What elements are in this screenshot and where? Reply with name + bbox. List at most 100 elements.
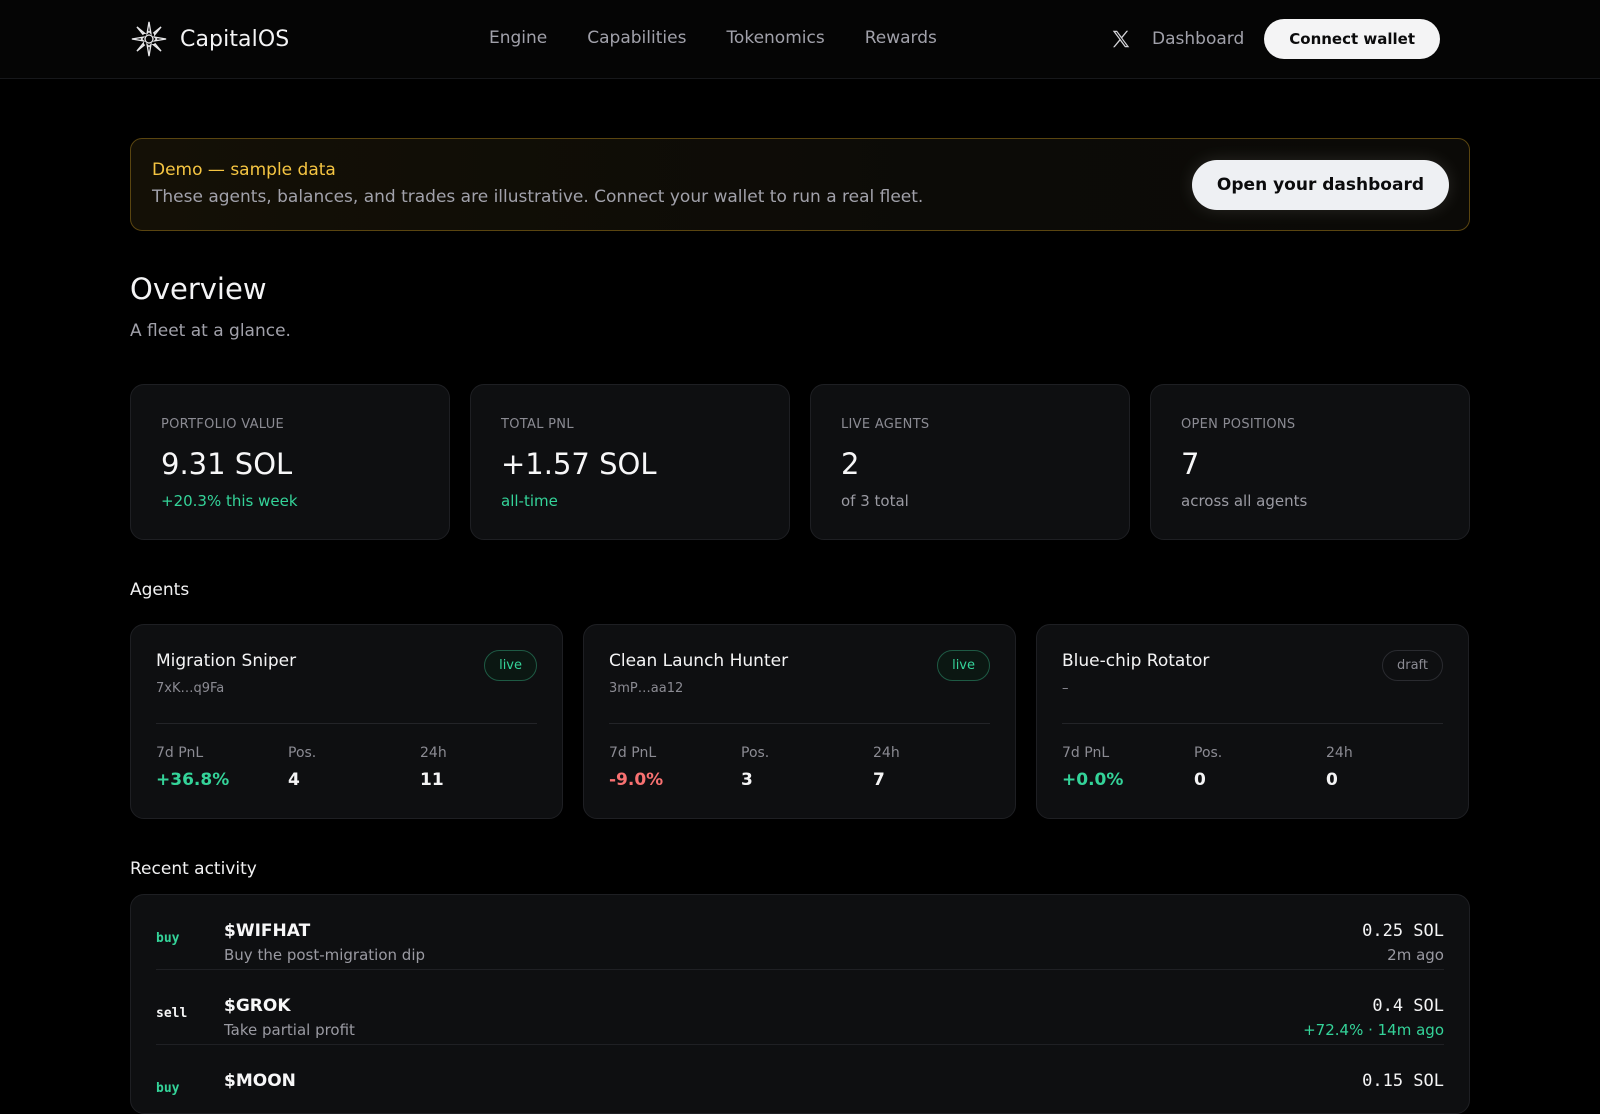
trade-side: sell — [156, 1006, 188, 1021]
demo-banner: Demo — sample data These agents, balance… — [130, 138, 1470, 231]
demo-banner-description: These agents, balances, and trades are i… — [152, 187, 924, 207]
metric-positions: Pos. 0 — [1194, 745, 1222, 790]
agent-address: 3mP…aa12 — [609, 681, 684, 696]
top-bar: CapitalOS Engine Capabilities Tokenomics… — [0, 0, 1600, 79]
activity-list: buy $WIFHAT Buy the post-migration dip 0… — [130, 894, 1470, 1114]
agent-card-blue-chip-rotator[interactable]: Blue-chip Rotator – draft 7d PnL +0.0% P… — [1036, 624, 1469, 819]
trade-time: 2m ago — [1387, 946, 1444, 964]
stat-sub: across all agents — [1181, 492, 1308, 510]
metric-label: 24h — [873, 745, 900, 761]
nav-capabilities[interactable]: Capabilities — [587, 28, 687, 48]
metric-label: 7d PnL — [1062, 745, 1110, 761]
stat-card-open-positions: OPEN POSITIONS 7 across all agents — [1150, 384, 1470, 540]
list-item[interactable]: buy $WIFHAT Buy the post-migration dip 0… — [156, 895, 1444, 970]
activity-section-title: Recent activity — [130, 859, 257, 879]
metric-label: 7d PnL — [156, 745, 204, 761]
agent-card-clean-launch-hunter[interactable]: Clean Launch Hunter 3mP…aa12 live 7d PnL… — [583, 624, 1016, 819]
metric-value: 0 — [1326, 770, 1338, 790]
trade-ticker: $MOON — [224, 1071, 296, 1091]
stat-value: 2 — [841, 447, 860, 481]
metric-label: 24h — [420, 745, 447, 761]
page-subtitle: A fleet at a glance. — [130, 321, 291, 341]
stat-sub: all-time — [501, 492, 558, 510]
stat-sub: of 3 total — [841, 492, 909, 510]
divider — [1062, 723, 1443, 724]
agent-card-migration-sniper[interactable]: Migration Sniper 7xK…q9Fa live 7d PnL +3… — [130, 624, 563, 819]
stat-card-portfolio-value: PORTFOLIO VALUE 9.31 SOL +20.3% this wee… — [130, 384, 450, 540]
trade-meta: 2m ago — [1387, 946, 1444, 964]
stat-value: 9.31 SOL — [161, 447, 293, 481]
main-nav: Engine Capabilities Tokenomics Rewards — [489, 28, 937, 48]
agent-name: Migration Sniper — [156, 651, 297, 671]
page-title: Overview — [130, 272, 267, 306]
metric-label: 7d PnL — [609, 745, 657, 761]
trade-note: Buy the post-migration dip — [224, 946, 426, 964]
agent-name: Clean Launch Hunter — [609, 651, 789, 671]
metric-value: +0.0% — [1062, 770, 1124, 790]
metric-value: 11 — [420, 770, 444, 790]
metric-pnl: 7d PnL -9.0% — [609, 745, 663, 790]
agent-name: Blue-chip Rotator — [1062, 651, 1210, 671]
status-badge: live — [484, 650, 537, 681]
stats-row: PORTFOLIO VALUE 9.31 SOL +20.3% this wee… — [130, 384, 1470, 540]
capitalos-logo-icon — [131, 21, 167, 57]
status-badge: live — [937, 650, 990, 681]
brand[interactable]: CapitalOS — [130, 20, 289, 58]
metric-value: 0 — [1194, 770, 1206, 790]
agent-address: – — [1062, 681, 1069, 696]
demo-banner-title: Demo — sample data — [152, 160, 336, 180]
trade-amount: 0.4 SOL — [1372, 996, 1444, 1016]
metric-value: 7 — [873, 770, 885, 790]
x-twitter-icon[interactable] — [1110, 28, 1132, 50]
stat-sub: +20.3% this week — [161, 492, 298, 510]
divider — [156, 723, 537, 724]
metric-value: 4 — [288, 770, 300, 790]
metric-24h: 24h 11 — [420, 745, 447, 790]
connect-wallet-button[interactable]: Connect wallet — [1264, 19, 1440, 59]
stat-value: 7 — [1181, 447, 1200, 481]
stat-label: OPEN POSITIONS — [1181, 417, 1296, 432]
metric-label: Pos. — [1194, 745, 1223, 761]
trade-note: Take partial profit — [224, 1021, 355, 1039]
stat-value: +1.57 SOL — [501, 447, 657, 481]
metric-value: -9.0% — [609, 770, 664, 790]
metric-value: +36.8% — [156, 770, 230, 790]
agents-section-title: Agents — [130, 580, 190, 600]
trade-ticker: $WIFHAT — [224, 921, 311, 941]
metric-pnl: 7d PnL +0.0% — [1062, 745, 1123, 790]
status-badge: draft — [1381, 650, 1443, 681]
metric-positions: Pos. 4 — [288, 745, 316, 790]
agents-row: Migration Sniper 7xK…q9Fa live 7d PnL +3… — [130, 624, 1469, 819]
trade-ticker: $GROK — [224, 996, 291, 1016]
list-item[interactable]: buy $MOON 0.15 SOL — [156, 1045, 1444, 1113]
header-actions: Dashboard Connect wallet — [1110, 19, 1440, 59]
stat-label: TOTAL PNL — [501, 417, 574, 432]
nav-engine[interactable]: Engine — [489, 28, 548, 48]
stat-label: LIVE AGENTS — [841, 417, 930, 432]
metric-label: Pos. — [288, 745, 317, 761]
stat-card-live-agents: LIVE AGENTS 2 of 3 total — [810, 384, 1130, 540]
metric-positions: Pos. 3 — [741, 745, 769, 790]
metric-pnl: 7d PnL +36.8% — [156, 745, 229, 790]
trade-side: buy — [156, 1081, 180, 1096]
trade-side: buy — [156, 931, 180, 946]
trade-pct: +72.4% · — [1303, 1021, 1378, 1039]
trade-meta: +72.4% · 14m ago — [1303, 1021, 1444, 1039]
agent-address: 7xK…q9Fa — [156, 681, 225, 696]
metric-label: Pos. — [741, 745, 770, 761]
metric-value: 3 — [741, 770, 753, 790]
divider — [609, 723, 990, 724]
open-dashboard-button[interactable]: Open your dashboard — [1191, 160, 1449, 210]
trade-time: 14m ago — [1377, 1021, 1444, 1039]
nav-rewards[interactable]: Rewards — [864, 28, 937, 48]
metric-label: 24h — [1326, 745, 1353, 761]
dashboard-link[interactable]: Dashboard — [1152, 29, 1245, 49]
brand-name: CapitalOS — [180, 26, 290, 52]
metric-24h: 24h 7 — [873, 745, 900, 790]
stat-label: PORTFOLIO VALUE — [161, 417, 285, 432]
metric-24h: 24h 0 — [1326, 745, 1353, 790]
list-item[interactable]: sell $GROK Take partial profit 0.4 SOL +… — [156, 970, 1444, 1045]
nav-tokenomics[interactable]: Tokenomics — [726, 28, 825, 48]
stat-card-total-pnl: TOTAL PNL +1.57 SOL all-time — [470, 384, 790, 540]
trade-amount: 0.15 SOL — [1362, 1071, 1444, 1091]
